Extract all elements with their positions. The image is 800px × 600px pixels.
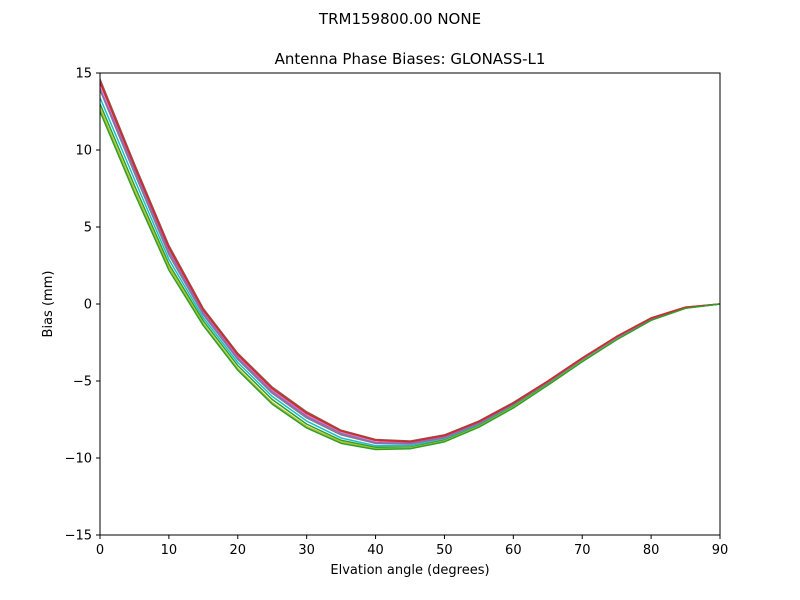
x-tick-label: 60 [505, 543, 522, 558]
x-tick-label: 0 [96, 543, 104, 558]
series-line-3 [100, 89, 720, 445]
y-tick-label: 0 [84, 298, 92, 313]
figure-suptitle: TRM159800.00 NONE [318, 10, 481, 28]
series-layer [100, 78, 720, 451]
series-line-8 [100, 81, 720, 443]
y-axis: −15 −10 −5 0 5 10 15 [65, 67, 100, 544]
x-tick-label: 40 [367, 543, 384, 558]
x-tick-label: 20 [230, 543, 247, 558]
y-tick-label: −15 [65, 529, 92, 544]
series-line-7 [100, 88, 720, 445]
series-line-1 [100, 78, 720, 442]
y-tick-label: −5 [73, 375, 92, 390]
series-line-6 [100, 108, 720, 450]
x-tick-label: 70 [574, 543, 591, 558]
x-axis: 0 10 20 30 40 50 60 70 80 90 [96, 535, 728, 558]
y-tick-label: −10 [65, 452, 92, 467]
x-tick-label: 30 [298, 543, 315, 558]
x-tick-label: 50 [436, 543, 453, 558]
x-tick-label: 90 [712, 543, 729, 558]
chart-title: Antenna Phase Biases: GLONASS-L1 [275, 50, 546, 68]
y-axis-label: Bias (mm) [41, 271, 56, 338]
y-tick-label: 10 [75, 144, 92, 159]
x-tick-label: 10 [161, 543, 178, 558]
x-axis-label: Elvation angle (degrees) [330, 563, 489, 578]
series-line-2 [100, 83, 720, 444]
y-tick-label: 5 [84, 221, 92, 236]
series-line-4 [100, 97, 720, 447]
series-line-9 [100, 111, 720, 451]
series-line-5 [100, 103, 720, 448]
x-tick-label: 80 [643, 543, 660, 558]
y-tick-label: 15 [75, 67, 92, 82]
